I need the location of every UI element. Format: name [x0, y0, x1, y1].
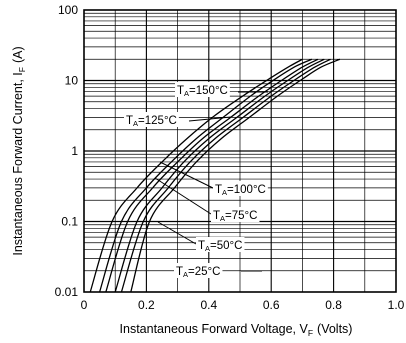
x-tick-label: 0: [81, 298, 88, 312]
series-label-rest: =75°C: [225, 210, 257, 222]
label-background-5: [174, 263, 223, 278]
series-label-rest: =50°C: [210, 240, 242, 252]
label-background-4: [196, 237, 245, 252]
x-tick-label: 0.6: [263, 298, 280, 312]
label-background-1: [124, 112, 179, 127]
series-label-5: TA=25°C: [176, 266, 220, 279]
series-label-main: T: [177, 85, 184, 97]
series-line-4: [120, 58, 331, 293]
series-label-main: T: [126, 115, 133, 127]
series-label-2: TA=100°C: [215, 184, 266, 197]
x-tick-label: 1.0: [388, 298, 405, 312]
series-label-rest: =25°C: [188, 266, 220, 278]
y-tick-label: 100: [58, 3, 78, 17]
y-axis-title-unit: (A): [11, 46, 25, 63]
series-label-main: T: [213, 210, 220, 222]
x-axis-title-main: Instantaneous Forward Voltage, V: [120, 322, 309, 336]
series-label-4: TA=50°C: [198, 240, 242, 253]
series-label-rest: =125°C: [138, 115, 177, 127]
series-label-main: T: [198, 240, 205, 252]
series-label-sub: A: [133, 119, 138, 128]
series-label-rest: =150°C: [189, 85, 228, 97]
tick-labels: 0 0.2 0.4 0.6 0.8 1.0 0.01 0.1 1 10 100: [55, 3, 405, 312]
label-leader-3: [154, 177, 212, 215]
series-label-sub: A: [184, 89, 189, 98]
label-background-3: [211, 207, 260, 222]
label-background-0: [175, 82, 230, 97]
curve-labels: TA=150°CTA=125°CTA=100°CTA=75°CTA=50°CTA…: [124, 82, 268, 279]
label-leader-2: [159, 161, 214, 189]
x-axis-title-unit: (Volts): [317, 322, 352, 336]
series-label-1: TA=125°C: [126, 115, 177, 128]
series-line-3: [114, 58, 325, 293]
series-line-2: [105, 58, 319, 293]
series-label-sub: A: [183, 270, 188, 279]
x-axis-title-sub: F: [308, 328, 313, 338]
x-tick-label: 0.8: [325, 298, 342, 312]
y-tick-label: 10: [65, 74, 79, 88]
x-tick-label: 0.2: [138, 298, 155, 312]
y-axis-title-main: Instantaneous Forward Current, I: [11, 72, 25, 255]
series-line-1: [98, 58, 313, 293]
curves: [89, 58, 341, 293]
y-axis-title-sub: F: [17, 67, 27, 72]
series-label-sub: A: [222, 188, 227, 197]
series-label-rest: =100°C: [227, 184, 266, 196]
series-label-main: T: [176, 266, 183, 278]
label-leader-1: [188, 116, 232, 122]
series-line-0: [89, 58, 303, 293]
y-tick-label: 0.1: [61, 215, 78, 229]
x-axis-title: Instantaneous Forward Voltage, VF (Volts): [120, 322, 353, 338]
series-label-0: TA=150°C: [177, 85, 228, 98]
y-axis-title: Instantaneous Forward Current, IF (A): [11, 46, 27, 255]
series-line-5: [130, 58, 341, 293]
series-label-main: T: [215, 184, 222, 196]
series-label-sub: A: [205, 244, 210, 253]
y-tick-label: 0.01: [55, 285, 79, 299]
y-tick-label: 1: [71, 144, 78, 158]
label-leader-4: [157, 221, 197, 245]
plot-frame: [83, 9, 397, 293]
label-background-2: [213, 181, 268, 196]
series-label-sub: A: [220, 214, 225, 223]
series-label-3: TA=75°C: [213, 210, 257, 223]
x-tick-label: 0.4: [200, 298, 217, 312]
